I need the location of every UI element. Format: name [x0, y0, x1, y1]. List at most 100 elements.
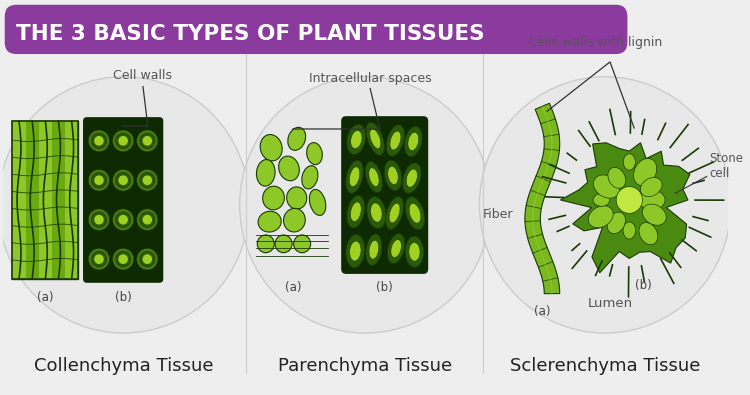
Bar — [13, 121, 78, 279]
Circle shape — [118, 254, 128, 264]
Text: Sclerenchyma Tissue: Sclerenchyma Tissue — [510, 357, 700, 374]
Ellipse shape — [369, 168, 380, 186]
Circle shape — [94, 136, 104, 146]
Ellipse shape — [588, 206, 613, 228]
Ellipse shape — [404, 126, 422, 157]
Circle shape — [142, 136, 152, 146]
Ellipse shape — [293, 235, 310, 253]
Ellipse shape — [384, 160, 402, 191]
Ellipse shape — [406, 169, 418, 187]
Text: Cells walls with lignin: Cells walls with lignin — [528, 36, 662, 49]
Circle shape — [142, 254, 152, 264]
Ellipse shape — [388, 166, 398, 184]
Ellipse shape — [262, 186, 284, 210]
Ellipse shape — [405, 236, 424, 267]
Bar — [52, 121, 65, 279]
Ellipse shape — [284, 209, 305, 232]
FancyBboxPatch shape — [4, 5, 628, 54]
Ellipse shape — [386, 125, 404, 156]
Ellipse shape — [346, 124, 366, 155]
Ellipse shape — [275, 235, 292, 253]
Ellipse shape — [367, 196, 386, 229]
Text: Collenchyma Tissue: Collenchyma Tissue — [34, 357, 214, 374]
Bar — [13, 121, 26, 279]
Ellipse shape — [279, 156, 299, 181]
Circle shape — [88, 248, 110, 270]
Ellipse shape — [410, 203, 421, 223]
Ellipse shape — [391, 240, 401, 258]
Bar — [39, 121, 52, 279]
Circle shape — [112, 248, 134, 270]
Circle shape — [112, 169, 134, 191]
Circle shape — [88, 169, 110, 191]
Circle shape — [112, 209, 134, 231]
Circle shape — [616, 186, 643, 213]
Ellipse shape — [403, 163, 422, 193]
Ellipse shape — [608, 167, 625, 188]
Text: (a): (a) — [37, 291, 53, 304]
Ellipse shape — [623, 154, 635, 170]
Circle shape — [92, 212, 106, 228]
Polygon shape — [560, 143, 690, 273]
Circle shape — [116, 251, 130, 267]
Bar — [26, 121, 39, 279]
Circle shape — [136, 248, 158, 270]
Circle shape — [118, 175, 128, 185]
Circle shape — [116, 212, 130, 228]
Ellipse shape — [288, 127, 306, 150]
Ellipse shape — [350, 167, 360, 187]
Ellipse shape — [256, 160, 275, 186]
Ellipse shape — [643, 204, 666, 225]
Circle shape — [88, 130, 110, 152]
Text: Intracellular spaces: Intracellular spaces — [309, 71, 431, 85]
Ellipse shape — [346, 160, 363, 193]
Text: (b): (b) — [635, 279, 652, 292]
Ellipse shape — [634, 158, 657, 186]
Circle shape — [116, 133, 130, 149]
Text: Fiber: Fiber — [483, 208, 513, 221]
Circle shape — [0, 77, 249, 333]
Ellipse shape — [302, 166, 318, 189]
Ellipse shape — [640, 177, 662, 197]
Ellipse shape — [408, 132, 419, 150]
FancyBboxPatch shape — [341, 116, 428, 274]
Circle shape — [140, 212, 155, 228]
Ellipse shape — [608, 212, 625, 233]
Circle shape — [140, 251, 155, 267]
Ellipse shape — [387, 233, 405, 263]
Circle shape — [88, 209, 110, 231]
Ellipse shape — [366, 234, 382, 265]
Ellipse shape — [286, 187, 307, 209]
Ellipse shape — [346, 196, 365, 228]
FancyBboxPatch shape — [83, 117, 164, 283]
Ellipse shape — [351, 130, 362, 149]
Ellipse shape — [350, 241, 361, 261]
Ellipse shape — [366, 122, 385, 155]
Circle shape — [94, 175, 104, 185]
Ellipse shape — [310, 190, 326, 215]
Bar — [65, 121, 78, 279]
Ellipse shape — [365, 162, 382, 193]
Circle shape — [118, 215, 128, 225]
Text: Cell walls: Cell walls — [113, 69, 172, 82]
Circle shape — [94, 254, 104, 264]
Circle shape — [142, 215, 152, 225]
Circle shape — [94, 215, 104, 225]
Ellipse shape — [405, 197, 424, 230]
Ellipse shape — [370, 129, 381, 149]
Ellipse shape — [390, 131, 401, 150]
Ellipse shape — [389, 203, 400, 223]
Ellipse shape — [409, 243, 420, 261]
Circle shape — [136, 209, 158, 231]
FancyBboxPatch shape — [13, 121, 78, 279]
Circle shape — [116, 173, 130, 188]
Circle shape — [240, 77, 491, 333]
Ellipse shape — [257, 235, 274, 253]
Ellipse shape — [593, 175, 619, 198]
Circle shape — [140, 173, 155, 188]
Text: Lumen: Lumen — [587, 297, 632, 310]
Circle shape — [142, 175, 152, 185]
Circle shape — [92, 173, 106, 188]
Ellipse shape — [639, 223, 658, 245]
Circle shape — [92, 251, 106, 267]
